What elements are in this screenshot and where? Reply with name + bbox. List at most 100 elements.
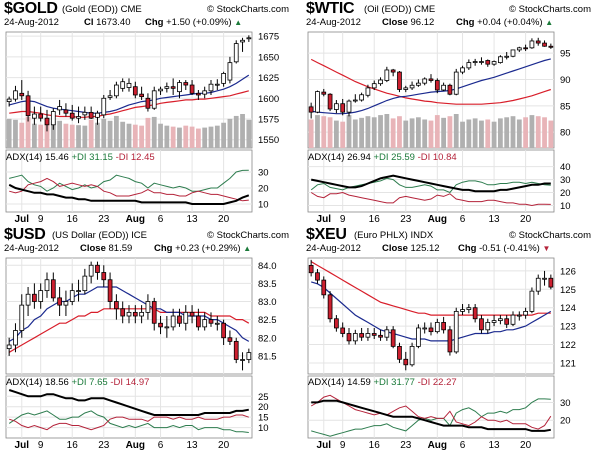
volume-bar — [333, 120, 339, 148]
volume-bar — [485, 119, 491, 148]
price-axis-tick-label: 80 — [560, 128, 571, 139]
candle-up — [334, 103, 339, 110]
candle-down — [145, 97, 151, 109]
close-value: 81.59 — [108, 243, 133, 254]
candle-up — [365, 87, 371, 96]
candle-down — [44, 117, 50, 126]
x-axis-tick-label: 20 — [218, 214, 230, 224]
candle-down — [107, 279, 113, 302]
instrument-name: (US Dollar (EOD)) — [52, 230, 129, 241]
price-axis-tick-label: 1550 — [258, 135, 279, 146]
candle-down — [19, 92, 25, 97]
candle-up — [164, 86, 170, 89]
volume-bar — [491, 121, 497, 148]
change-up-arrow-icon: ▲ — [234, 18, 243, 27]
chart-symbol[interactable]: $XEU — [306, 226, 347, 243]
volume-bar — [365, 116, 371, 148]
plus-di-line — [310, 177, 551, 194]
candle-up — [240, 39, 245, 43]
candle-down — [88, 111, 94, 119]
adx-axis-tick-label: 10 — [560, 201, 571, 212]
candle-up — [315, 91, 320, 113]
candle-down — [196, 315, 201, 328]
minus-di-line — [9, 177, 249, 202]
candle-down — [233, 340, 239, 360]
chart-header: $XEU (Euro PHLX) INDX © StockCharts.com … — [306, 226, 591, 256]
candle-down — [447, 329, 453, 353]
candle-up — [246, 37, 252, 40]
close-label: Close — [382, 17, 408, 28]
volume-bar — [183, 125, 189, 148]
adx-value: ADX(14) 14.59 — [308, 377, 371, 388]
exchange-name: ICE — [131, 230, 148, 241]
candle-down — [434, 80, 440, 91]
x-axis-tick-label: 6 — [460, 214, 466, 224]
candle-up — [485, 322, 491, 331]
volume-bar — [107, 120, 113, 148]
volume-bar — [497, 118, 503, 148]
adx-axis-tick-label: 20 — [258, 184, 269, 195]
volume-bar — [466, 119, 472, 148]
candle-up — [76, 290, 81, 293]
close-label: Cl — [84, 17, 94, 28]
chart-symbol[interactable]: $WTIC — [306, 0, 355, 17]
candle-up — [422, 327, 428, 330]
chart-symbol[interactable]: $USD — [4, 226, 46, 243]
x-axis-tick-label: 16 — [67, 214, 79, 224]
price-axis-tick-label: 82.5 — [258, 315, 277, 326]
volume-bar — [233, 115, 239, 148]
candle-up — [384, 69, 390, 81]
adx-legend: ADX(14) 14.59 +DI 31.77 -DI 22.27 — [308, 377, 457, 388]
volume-bar — [50, 121, 56, 148]
volume-bar — [120, 121, 126, 148]
volume-bar — [321, 116, 327, 148]
chart-symbol[interactable]: $GOLD — [4, 0, 58, 17]
volume-bar — [57, 120, 63, 148]
price-axis-tick-label: 1675 — [258, 32, 279, 43]
adx-axis-tick-label: 20 — [258, 402, 269, 413]
candle-up — [416, 327, 421, 347]
volume-bar — [69, 124, 75, 148]
candle-down — [183, 82, 189, 86]
candle-up — [516, 47, 522, 51]
plus-di-value: +DI 25.59 — [373, 152, 415, 163]
candle-down — [334, 318, 339, 329]
x-axis-tick-label: 16 — [369, 214, 381, 224]
candle-up — [145, 301, 151, 313]
close-value: 125.12 — [410, 243, 440, 254]
minus-di-value: -DI 22.27 — [417, 377, 457, 388]
moving-average-short-line — [8, 286, 250, 342]
volume-bar — [31, 123, 37, 148]
candle-up — [151, 90, 157, 109]
exchange-name: CME — [414, 4, 436, 15]
candle-up — [233, 43, 239, 63]
candle-up — [422, 78, 428, 84]
candle-down — [403, 358, 409, 366]
change-up-arrow-icon: ▲ — [243, 244, 252, 253]
close-label: Close — [80, 243, 106, 254]
volume-bar — [327, 117, 333, 148]
change-label: Chg — [458, 243, 477, 254]
candle-down — [504, 318, 510, 325]
volume-bar — [315, 115, 320, 148]
plus-di-value: +DI 31.15 — [71, 152, 113, 163]
candle-up — [158, 88, 163, 92]
volume-bar — [76, 125, 81, 148]
volume-bar — [139, 125, 145, 148]
x-axis-tick-label: Jul — [15, 440, 30, 450]
adx-plot-frame — [307, 375, 555, 439]
price-axis-tick-label: 1650 — [258, 52, 279, 63]
candle-up — [472, 61, 478, 63]
candle-up — [535, 277, 541, 292]
candle-down — [535, 40, 541, 44]
price-axis-tick-label: 95 — [560, 49, 571, 60]
price-chart-svg: Jul 9 16 23 Aug 6 13 20 1675 1650 1625 1600 1575 1550… — [5, 31, 279, 224]
price-axis-tick-label: 90 — [560, 75, 571, 86]
adx-legend: ADX(14) 18.56 +DI 7.65 -DI 14.97 — [6, 377, 149, 388]
adx-legend: ADX(14) 15.46 +DI 31.15 -DI 12.45 — [6, 152, 155, 163]
x-axis-tick-label: 20 — [218, 440, 230, 450]
candle-up — [460, 67, 465, 73]
candle-up — [50, 111, 56, 126]
volume-bar — [63, 123, 69, 148]
adx-plot-frame — [5, 149, 253, 213]
